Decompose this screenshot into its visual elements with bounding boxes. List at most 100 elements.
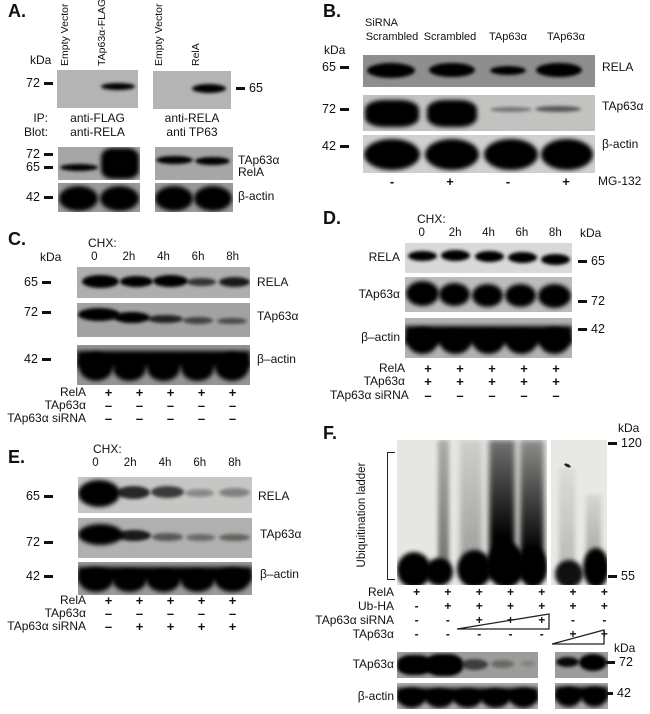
sign: – bbox=[104, 398, 113, 413]
ip-row-label: IP: bbox=[33, 111, 48, 125]
western-band bbox=[151, 486, 184, 498]
sign: – bbox=[104, 606, 113, 621]
kda-tick bbox=[606, 661, 615, 664]
lane-label: TAp63α-FLAG bbox=[96, 0, 108, 66]
western-band bbox=[457, 550, 492, 585]
kda-marker-65: 65 bbox=[322, 61, 349, 74]
sign: + bbox=[135, 593, 144, 608]
chx-label: CHX: bbox=[417, 212, 446, 226]
timepoint: 2h bbox=[123, 457, 137, 469]
sign: – bbox=[166, 411, 175, 426]
kda-tick bbox=[604, 692, 613, 695]
band-label: TAp63α bbox=[238, 153, 280, 167]
western-band bbox=[113, 355, 146, 381]
band-label: TAp63α bbox=[257, 309, 299, 323]
kda-marker-72: 72 bbox=[322, 103, 349, 116]
western-band bbox=[397, 655, 432, 675]
band-label: TAp63α bbox=[602, 99, 644, 113]
timepoint: 8h bbox=[228, 457, 241, 469]
western-band bbox=[192, 84, 226, 93]
western-band bbox=[491, 660, 514, 668]
sign: + bbox=[166, 593, 175, 608]
western-band bbox=[508, 252, 537, 263]
sign: – bbox=[197, 411, 206, 426]
sign: + bbox=[520, 361, 528, 376]
panel-f-letter: F. bbox=[323, 423, 338, 443]
smear bbox=[438, 440, 449, 568]
timepoint: 0 bbox=[91, 251, 98, 263]
sign: + bbox=[569, 627, 577, 641]
western-band bbox=[194, 186, 232, 211]
tap63-titration-triangle bbox=[551, 629, 605, 645]
sign: + bbox=[197, 593, 206, 608]
kda-marker-55: 55 bbox=[608, 570, 635, 583]
sign: – bbox=[166, 398, 175, 413]
western-band bbox=[153, 275, 188, 287]
kda-label: kDa bbox=[324, 43, 346, 57]
western-band bbox=[187, 278, 216, 286]
western-band bbox=[219, 488, 250, 497]
sirna-titration-triangle bbox=[456, 613, 550, 630]
timepoint-header-row: 0 2h 4h 6h 8h bbox=[77, 251, 250, 264]
sign: + bbox=[552, 361, 560, 376]
sign: + bbox=[538, 599, 546, 613]
western-band bbox=[510, 688, 537, 708]
ip-antibody-left: anti-FLAG bbox=[70, 111, 125, 125]
western-band bbox=[441, 250, 470, 261]
western-band bbox=[490, 107, 532, 112]
western-band bbox=[461, 659, 488, 670]
kda-label: kDa bbox=[30, 53, 52, 67]
panel-a-actin-blot-left bbox=[58, 183, 140, 212]
western-band bbox=[113, 570, 146, 592]
sign: + bbox=[538, 585, 546, 599]
sign: + bbox=[166, 619, 175, 634]
kda-tick bbox=[43, 575, 53, 578]
sign: – bbox=[520, 388, 528, 403]
kda-tick bbox=[43, 82, 53, 85]
kda-tick bbox=[236, 87, 245, 90]
western-band bbox=[148, 315, 183, 323]
western-band bbox=[219, 534, 250, 541]
sign: + bbox=[444, 585, 452, 599]
timepoint: 8h bbox=[548, 227, 562, 239]
band-label: RELA bbox=[258, 489, 290, 503]
sign: – bbox=[552, 388, 560, 403]
sign: + bbox=[475, 613, 483, 627]
panel-f-tap63-blot-left bbox=[397, 652, 538, 678]
kda-tick bbox=[43, 541, 53, 544]
panel-a-input-blot-right bbox=[155, 147, 233, 180]
western-band bbox=[425, 558, 453, 585]
ubiquitination-bracket bbox=[387, 452, 395, 580]
sign: – bbox=[424, 388, 432, 403]
sign: + bbox=[197, 385, 206, 400]
panel-b-letter: B. bbox=[323, 1, 341, 21]
band-label: β-actin bbox=[238, 189, 275, 203]
sign: + bbox=[475, 599, 483, 613]
panel-a-ip-blot-right bbox=[153, 71, 231, 109]
timepoint: 6h bbox=[191, 251, 205, 263]
sign: – bbox=[488, 388, 496, 403]
sign: + bbox=[520, 374, 528, 389]
western-band bbox=[439, 283, 470, 306]
western-band bbox=[78, 480, 120, 507]
band-label: β-actin bbox=[602, 137, 639, 151]
sign: - bbox=[508, 627, 513, 641]
kda-marker-42: 42 bbox=[578, 323, 605, 336]
western-band bbox=[583, 548, 607, 585]
timepoint-header-row: 0 2h 4h 6h 8h bbox=[78, 457, 252, 470]
condition-row: RelA + + + + + bbox=[2, 593, 248, 608]
timepoint: 8h bbox=[226, 251, 240, 263]
kda-tick bbox=[339, 145, 349, 148]
panel-f-actin-blot-right bbox=[555, 683, 608, 709]
lane-label: Empty Vector bbox=[59, 3, 71, 66]
kda-marker-42: 42 bbox=[24, 353, 51, 366]
sign: – bbox=[104, 411, 113, 426]
blot-antibody-left: anti-RELA bbox=[70, 125, 125, 139]
lane-label: TAp63α bbox=[547, 31, 585, 43]
band-label: RelA bbox=[238, 165, 265, 179]
lane-label: Scrambled bbox=[365, 31, 419, 43]
western-band bbox=[427, 100, 477, 127]
condition-label: TAp63α siRNA bbox=[7, 619, 86, 633]
western-band bbox=[536, 63, 582, 77]
